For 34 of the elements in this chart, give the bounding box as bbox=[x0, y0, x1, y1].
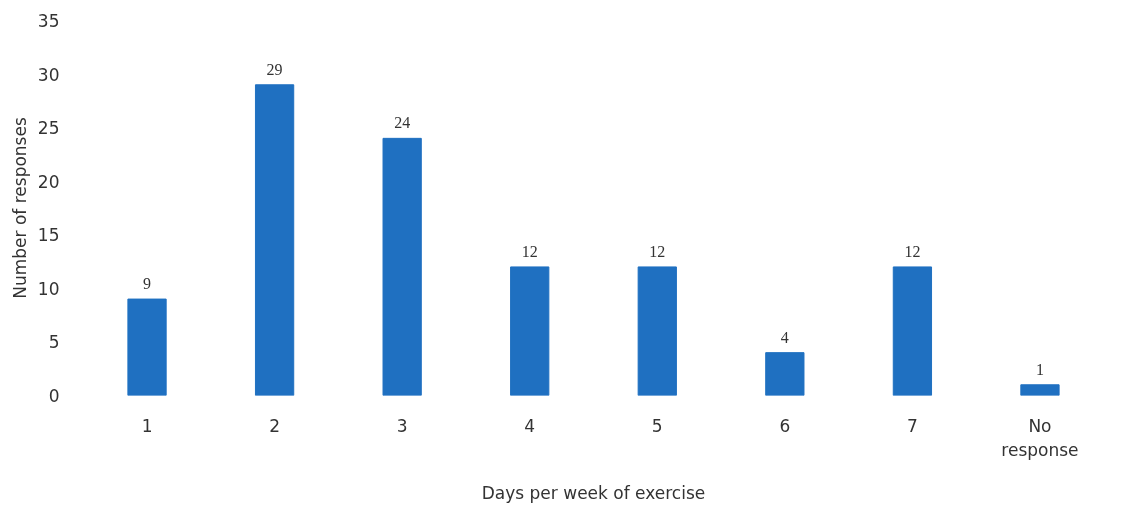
y-axis-title: Number of responses bbox=[9, 117, 30, 299]
y-tick-label: 15 bbox=[37, 225, 60, 246]
y-tick-label: 30 bbox=[37, 64, 60, 85]
y-tick-label: 35 bbox=[37, 11, 60, 31]
x-tick-label: 2 bbox=[269, 415, 281, 436]
y-tick-label: 10 bbox=[37, 278, 60, 299]
data-label: 4 bbox=[780, 328, 789, 346]
y-tick-label: 5 bbox=[48, 332, 60, 353]
x-tick-label: 5 bbox=[651, 415, 663, 436]
data-label: 9 bbox=[143, 275, 152, 293]
data-label: 12 bbox=[521, 242, 538, 260]
bar bbox=[637, 266, 677, 396]
bar bbox=[765, 352, 805, 396]
data-label: 29 bbox=[266, 60, 283, 78]
bar bbox=[254, 84, 295, 396]
data-label: 24 bbox=[394, 114, 411, 132]
x-tick-label: 1 bbox=[141, 415, 153, 436]
y-tick-label: 0 bbox=[48, 386, 60, 406]
x-tick-label: 7 bbox=[906, 415, 918, 436]
data-label: 12 bbox=[649, 242, 666, 260]
bar bbox=[127, 298, 167, 396]
y-tick-label: 25 bbox=[37, 118, 60, 139]
x-tick-label: 3 bbox=[396, 415, 408, 436]
x-tick-label: 4 bbox=[524, 415, 536, 436]
data-label: 1 bbox=[1035, 360, 1044, 378]
x-tick-label: 6 bbox=[779, 415, 791, 436]
bar bbox=[510, 266, 550, 396]
x-tick-label: No response bbox=[1001, 415, 1079, 460]
y-tick-label: 20 bbox=[37, 171, 60, 192]
bar bbox=[382, 137, 422, 396]
bar bbox=[892, 266, 933, 396]
x-axis-title: Days per week of exercise bbox=[481, 482, 706, 503]
bar bbox=[1020, 384, 1060, 396]
data-label: 12 bbox=[904, 242, 921, 260]
